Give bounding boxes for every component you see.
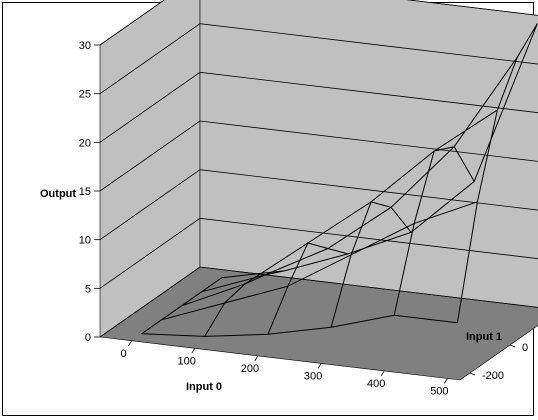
y-tick-label: -200 [482,370,504,382]
z-gridline [99,217,538,289]
x-tick-label: 500 [430,385,448,397]
x-tick-label: 0 [121,348,127,360]
mesh-line-y [201,56,518,293]
y-tick-mark [509,344,516,348]
x-tick-mark [191,348,196,354]
mesh-line-y [141,314,458,337]
z-gridline [99,266,538,338]
y-tick-mark [469,372,476,376]
mesh-line-y [221,23,538,279]
z-axis-title: Output [40,188,76,200]
z-tick-label: 5 [85,283,91,295]
z-tick-label: 25 [79,89,91,101]
x-axis-title: Input 0 [186,381,222,393]
x-tick-label: 400 [367,378,385,390]
surface-mesh [141,23,538,337]
gridlines [94,0,538,384]
x-tick-mark [444,378,448,384]
z-tick-label: 20 [79,137,91,149]
x-tick-mark [317,363,322,369]
z-tick-label: 0 [85,332,91,344]
z-tick-label: 15 [79,186,91,198]
x-tick-label: 100 [178,355,196,367]
x-tick-mark [380,370,385,377]
z-gridline [99,71,538,143]
y-tick-label: 0 [522,342,528,354]
z-gridline [99,0,538,46]
x-tick-mark [254,355,259,362]
chart-walls [99,0,538,381]
mesh-line-y [161,201,478,321]
z-gridline [99,169,538,241]
z-tick-label: 10 [79,235,91,247]
y-axis-title: Input 1 [466,331,502,343]
z-gridline [99,23,538,95]
mesh-line-y [181,109,498,307]
x-tick-label: 200 [241,363,259,375]
z-tick-label: 30 [79,40,91,52]
x-tick-mark [128,340,132,346]
x-tick-label: 300 [304,370,322,382]
